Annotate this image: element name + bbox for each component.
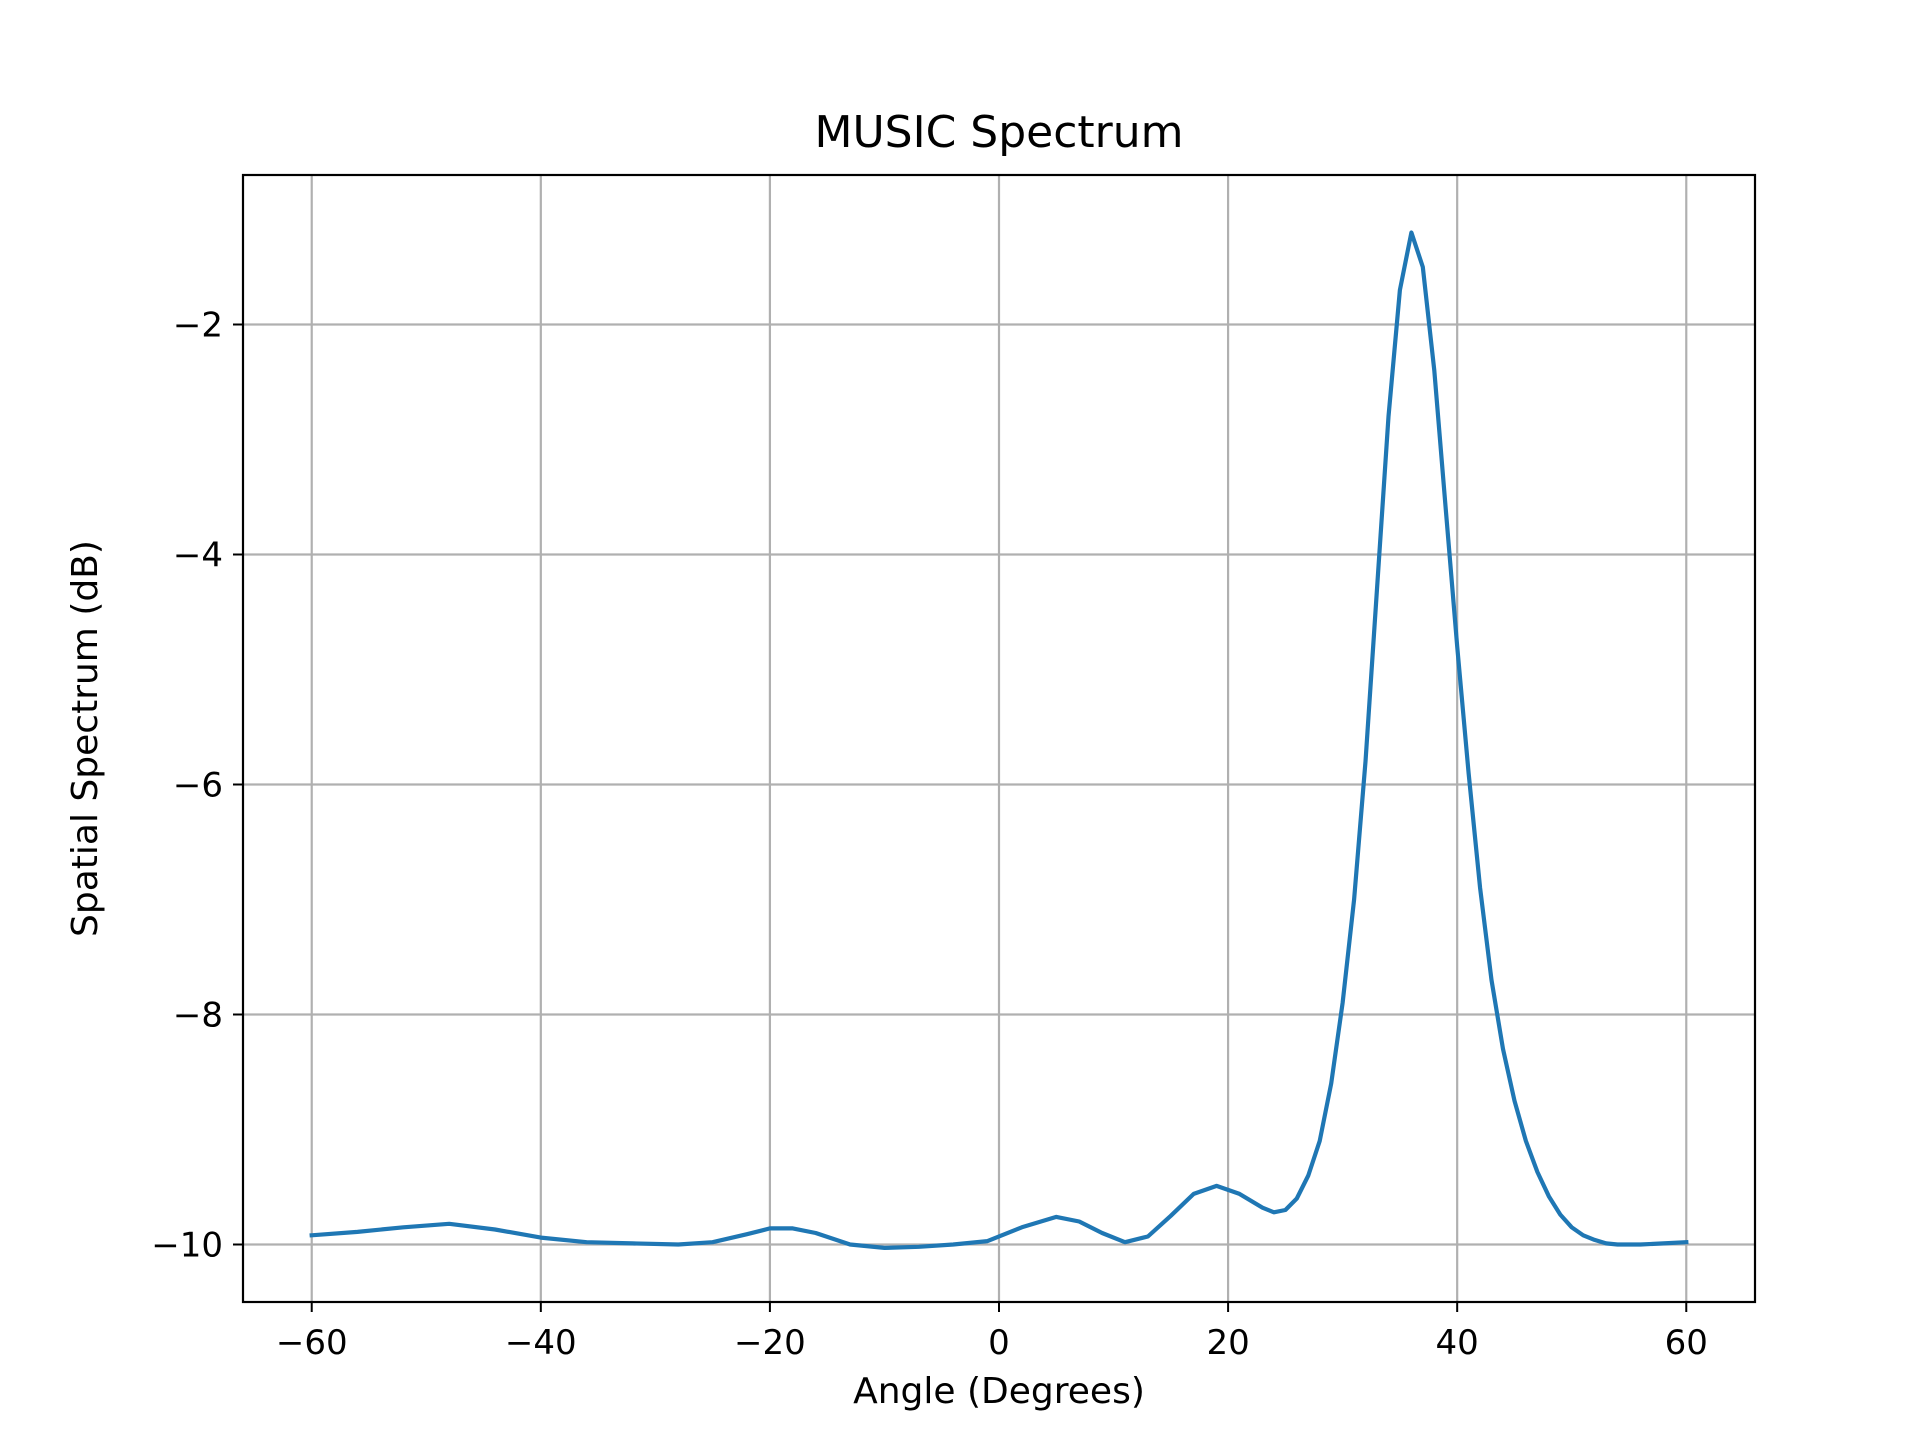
x-tick-label: 20	[1206, 1323, 1249, 1363]
y-tick-label: −6	[173, 766, 223, 806]
y-tick-label: −8	[173, 996, 223, 1036]
y-tick-label: −2	[173, 306, 223, 346]
spectrum-line	[309, 230, 1689, 1250]
chart-title: MUSIC Spectrum	[815, 107, 1184, 158]
y-axis-label: Spatial Spectrum (dB)	[65, 540, 106, 937]
tick-layer: −60 −40 −20 0 20 40 60 −10 −8 −6 −4 −2	[151, 306, 1708, 1364]
x-axis-label: Angle (Degrees)	[853, 1371, 1145, 1412]
x-tick-label: −20	[734, 1323, 806, 1363]
x-tick-label: 60	[1665, 1323, 1708, 1363]
y-tick-label: −4	[173, 536, 223, 576]
x-tick-label: 0	[988, 1323, 1010, 1363]
x-tick-label: −60	[276, 1323, 348, 1363]
x-tick-label: −40	[505, 1323, 577, 1363]
y-tick-label: −10	[151, 1226, 223, 1266]
grid-layer	[243, 175, 1755, 1302]
x-tick-label: 40	[1436, 1323, 1479, 1363]
series-layer	[309, 230, 1689, 1250]
